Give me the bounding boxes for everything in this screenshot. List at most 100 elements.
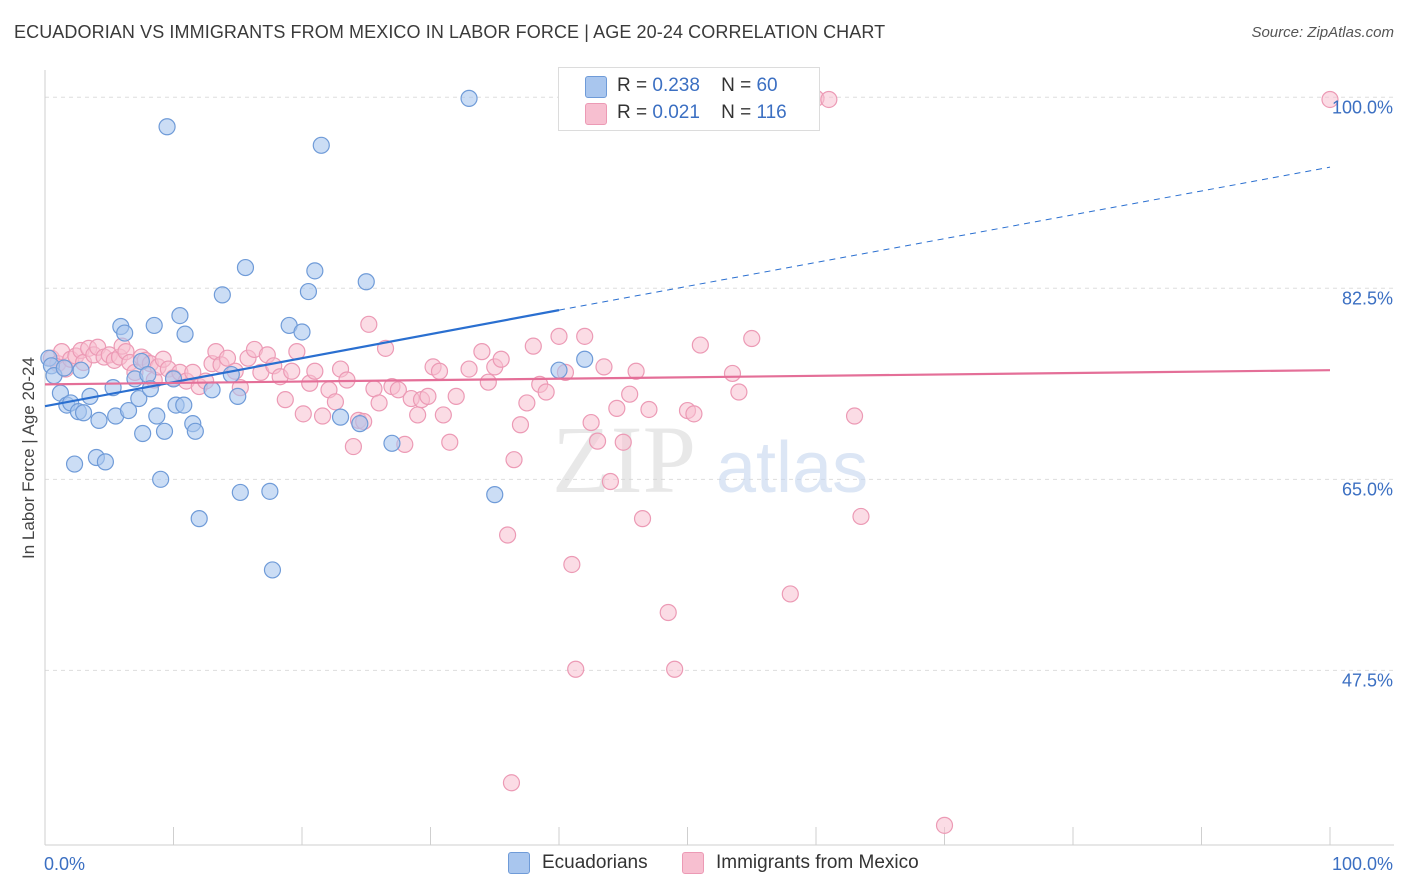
series-ecuadorians	[40, 89, 594, 579]
data-point-ecuadorian	[383, 434, 401, 452]
data-point-ecuadorian	[65, 455, 84, 473]
data-point-mexico	[511, 416, 530, 434]
tick-labels: 47.5% 65.0% 82.5% 100.0% 0.0% 100.0%	[44, 97, 1393, 874]
data-point-ecuadorian	[460, 89, 478, 107]
data-point-ecuadorian	[155, 422, 174, 440]
data-point-mexico	[685, 405, 703, 423]
legend-n-label: N =	[721, 75, 752, 96]
data-point-mexico	[505, 451, 523, 469]
data-point-ecuadorian	[213, 286, 231, 304]
data-point-ecuadorian	[222, 365, 240, 384]
data-point-mexico	[313, 407, 332, 425]
data-point-mexico	[666, 660, 684, 678]
data-point-ecuadorian	[152, 470, 170, 488]
data-point-mexico	[601, 472, 620, 491]
data-point-ecuadorian	[236, 258, 255, 277]
data-point-mexico	[276, 391, 294, 409]
data-point-mexico	[389, 381, 407, 399]
legend-item-mexico[interactable]: Immigrants from Mexico	[682, 852, 919, 874]
data-point-ecuadorian	[186, 422, 204, 440]
data-point-mexico	[845, 407, 864, 425]
data-point-ecuadorian	[190, 510, 208, 528]
data-point-mexico	[502, 774, 521, 792]
series-legend: Ecuadorians Immigrants from Mexico	[0, 852, 1406, 878]
data-point-mexico	[820, 90, 838, 109]
data-point-ecuadorian	[486, 486, 504, 504]
data-point-mexico	[524, 337, 542, 355]
y-tick-label: 47.5%	[1342, 670, 1393, 690]
data-point-ecuadorian	[145, 316, 163, 335]
data-point-mexico	[595, 358, 613, 376]
data-point-ecuadorian	[576, 350, 594, 368]
data-point-mexico	[326, 393, 345, 411]
data-point-ecuadorian	[119, 401, 138, 420]
data-point-mexico	[781, 585, 799, 603]
data-point-mexico	[344, 437, 362, 456]
legend-n-label: N =	[721, 102, 752, 123]
data-point-mexico	[370, 394, 388, 412]
y-tick-label: 82.5%	[1342, 288, 1393, 308]
data-point-mexico	[621, 385, 639, 403]
data-point-mexico	[537, 383, 555, 401]
trend-line-ecuadorians-projection	[558, 166, 1331, 311]
data-point-ecuadorian	[171, 306, 189, 325]
data-point-mexico	[360, 315, 378, 333]
data-point-mexico	[608, 399, 626, 417]
data-point-ecuadorian	[229, 387, 247, 405]
data-point-mexico	[518, 394, 536, 412]
data-point-mexico	[460, 360, 478, 378]
data-point-ecuadorian	[312, 136, 330, 154]
data-point-ecuadorian	[74, 404, 93, 422]
data-point-ecuadorian	[72, 361, 90, 379]
data-point-mexico	[184, 363, 202, 381]
data-point-mexico	[306, 362, 324, 380]
legend-r-value: 0.021	[652, 102, 700, 123]
data-point-mexico	[441, 433, 459, 451]
data-point-mexico	[419, 387, 437, 405]
data-point-mexico	[430, 362, 449, 380]
legend-item-ecuadorians[interactable]: Ecuadorians	[508, 852, 648, 874]
data-point-ecuadorian	[261, 482, 279, 500]
data-point-mexico	[691, 336, 709, 354]
legend-r-label: R =	[617, 102, 648, 123]
data-point-ecuadorian	[306, 262, 324, 280]
zipatlas-watermark: ZIP atlas	[552, 406, 868, 513]
data-point-mexico	[935, 816, 954, 834]
data-point-mexico	[627, 362, 645, 380]
data-point-ecuadorian	[158, 118, 176, 136]
data-point-mexico	[550, 327, 568, 345]
trend-line-mexico	[44, 369, 1331, 386]
trend-line-ecuadorians	[44, 309, 560, 408]
legend-n-value: 116	[756, 102, 787, 123]
data-point-mexico	[479, 373, 497, 391]
data-point-ecuadorian	[550, 361, 568, 379]
data-point-ecuadorian	[299, 282, 318, 301]
data-point-mexico	[283, 362, 301, 380]
legend-label-ecuadorians: Ecuadorians	[542, 852, 648, 873]
data-point-ecuadorian	[55, 359, 73, 377]
data-point-mexico	[434, 406, 452, 424]
data-point-ecuadorian	[90, 411, 108, 429]
y-axis-label: In Labor Force | Age 20-24	[19, 357, 38, 559]
data-point-ecuadorian	[134, 424, 152, 443]
legend-r-value: 0.238	[652, 75, 700, 96]
data-point-ecuadorian	[263, 561, 282, 579]
data-point-ecuadorian	[148, 407, 166, 425]
data-point-ecuadorian	[164, 370, 183, 388]
data-point-mexico	[499, 526, 517, 544]
legend-swatch-blue	[585, 76, 607, 98]
data-point-mexico	[723, 364, 742, 383]
data-point-mexico	[730, 383, 748, 401]
data-point-mexico	[640, 400, 658, 419]
data-point-ecuadorian	[331, 408, 350, 426]
data-point-mexico	[582, 413, 600, 432]
data-point-mexico	[576, 327, 594, 345]
data-point-mexico	[743, 329, 761, 348]
data-point-mexico	[1321, 90, 1339, 109]
watermark-zip: ZIP	[552, 406, 696, 513]
chart-title: ECUADORIAN VS IMMIGRANTS FROM MEXICO IN …	[14, 22, 886, 42]
trend-lines	[44, 166, 1331, 408]
data-point-ecuadorian	[175, 396, 193, 414]
data-point-mexico	[852, 507, 870, 526]
data-point-mexico	[633, 510, 652, 528]
